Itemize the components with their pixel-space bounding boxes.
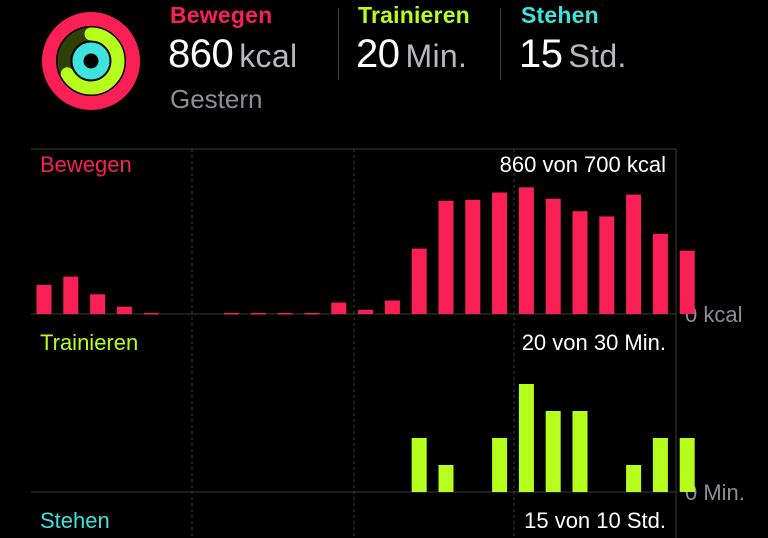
chart-bar <box>518 187 534 314</box>
stand-ring <box>72 42 110 80</box>
move-ring <box>42 12 140 110</box>
ring-center <box>85 55 97 67</box>
exercise-chart: Trainieren 20 von 30 Min. 0 Min. <box>40 330 745 505</box>
chart-bar <box>679 250 695 314</box>
stand-value: 15 Std. <box>519 32 627 77</box>
move-chart: Bewegen 860 von 700 kcal 0 kcal <box>36 152 742 327</box>
chart-bar <box>652 234 668 314</box>
chart-bar <box>36 284 52 314</box>
header-separator <box>500 8 501 80</box>
chart-grid <box>31 148 677 538</box>
exercise-chart-zero-label: 0 Min. <box>685 480 745 505</box>
chart-bar <box>518 384 534 492</box>
exercise-chart-bars <box>411 384 695 492</box>
chart-bar <box>143 313 159 315</box>
chart-bar <box>626 194 642 314</box>
stand-label: Stehen <box>521 2 599 28</box>
chart-bar <box>599 216 615 314</box>
chart-bar <box>438 465 454 492</box>
header-separator <box>338 8 339 80</box>
chart-bar <box>116 306 132 314</box>
stand-chart: Stehen 15 von 10 Std. <box>40 508 666 533</box>
stand-value-unit: Std. <box>568 38 627 74</box>
chart-bar <box>492 438 508 492</box>
chart-bar <box>438 200 454 314</box>
stand-value-number: 15 <box>519 32 563 76</box>
move-value-number: 860 <box>168 32 234 76</box>
chart-bar <box>572 211 588 314</box>
activity-rings <box>42 12 140 110</box>
chart-bar <box>250 313 266 315</box>
exercise-value: 20 Min. <box>356 32 467 77</box>
move-label: Bewegen <box>170 2 273 28</box>
chart-bar <box>679 438 695 492</box>
chart-bar <box>545 198 561 314</box>
move-chart-summary: 860 von 700 kcal <box>500 152 666 177</box>
exercise-ring <box>57 27 125 95</box>
exercise-value-unit: Min. <box>405 38 468 74</box>
exercise-value-number: 20 <box>356 32 400 76</box>
chart-bar <box>652 438 668 492</box>
chart-bar <box>492 192 508 314</box>
chart-bar <box>411 438 427 492</box>
chart-bar <box>304 313 320 315</box>
chart-bar <box>572 411 588 492</box>
move-value: 860 kcal <box>168 32 297 77</box>
chart-bar <box>411 248 427 314</box>
exercise-chart-title: Trainieren <box>40 330 138 355</box>
exercise-label: Trainieren <box>358 2 470 28</box>
exercise-chart-summary: 20 von 30 Min. <box>522 330 666 355</box>
stand-chart-title: Stehen <box>40 508 110 533</box>
move-chart-bars <box>36 187 695 315</box>
move-chart-title: Bewegen <box>40 152 132 177</box>
chart-bar <box>224 313 240 315</box>
chart-bar <box>90 294 106 314</box>
chart-bar <box>545 411 561 492</box>
chart-bar <box>358 309 374 314</box>
chart-bar <box>331 302 347 314</box>
chart-bar <box>277 313 293 315</box>
day-label: Gestern <box>170 84 263 114</box>
chart-bar <box>626 465 642 492</box>
chart-bar <box>63 276 79 314</box>
stand-chart-summary: 15 von 10 Std. <box>524 508 666 533</box>
move-value-unit: kcal <box>239 38 298 74</box>
chart-bar <box>384 300 400 314</box>
chart-bar <box>465 199 481 314</box>
